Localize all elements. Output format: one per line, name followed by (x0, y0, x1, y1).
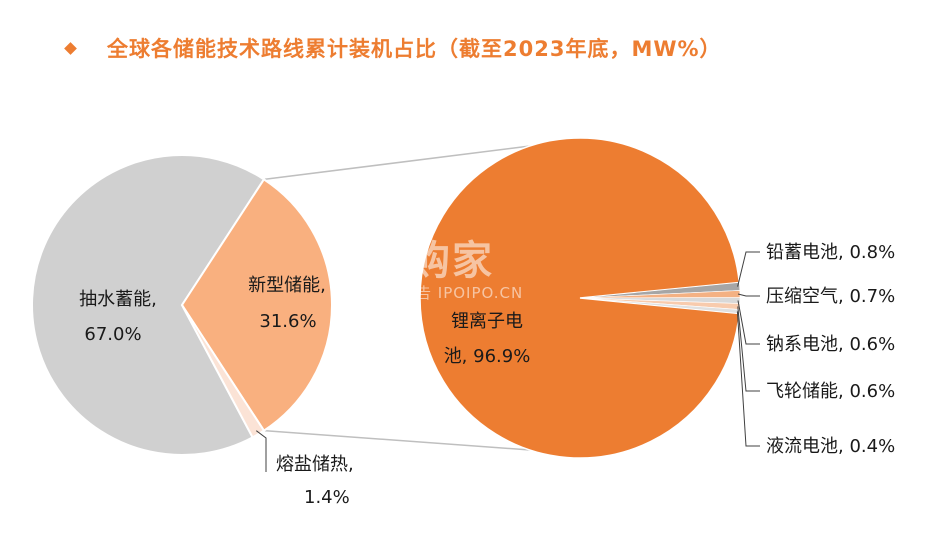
pie-connector-lines (263, 145, 531, 451)
label-small-slice-3: 钠系电池, 0.6% (766, 334, 895, 355)
leader-line-4 (737, 306, 760, 392)
left-pie-slice-1 (180, 177, 334, 433)
title-row: 全球各储能技术路线累计装机占比（截至2023年底，MW%） (60, 30, 722, 66)
leader-line-1 (737, 251, 760, 287)
label-molten-salt-value: 1.4% (304, 487, 350, 508)
storage-type-pie (31, 154, 334, 456)
leader-line-molten-salt (255, 430, 267, 472)
right-pie-slice-0 (419, 137, 741, 459)
connector-line-top (263, 145, 531, 181)
leader-line-2 (737, 293, 760, 297)
label-molten-salt-name: 熔盐储热, (276, 454, 354, 475)
label-pumped-value: 67.0% (84, 324, 141, 345)
leader-line-3 (737, 300, 760, 345)
label-lithium-value: 池, 96.9% (444, 346, 531, 367)
label-small-slice-1: 铅蓄电池, 0.8% (766, 242, 895, 263)
left-pie-slice-0 (31, 154, 266, 456)
label-lithium-name: 锂离子电 (451, 311, 523, 332)
connector-line-bottom (263, 429, 531, 451)
label-pumped-name: 抽水蓄能, (79, 289, 157, 310)
label-small-slice-5: 液流电池, 0.4% (766, 436, 895, 457)
label-new-storage-name: 新型储能, (248, 275, 326, 296)
leader-line-5 (736, 311, 760, 447)
left-pie-slice-2 (181, 304, 266, 439)
label-small-slice-4: 飞轮储能, 0.6% (766, 381, 895, 402)
label-new-storage-value: 31.6% (259, 311, 316, 332)
new-storage-breakdown-pie (419, 137, 741, 459)
chart-title: 全球各储能技术路线累计装机占比（截至2023年底，MW%） (107, 37, 722, 61)
label-small-slice-2: 压缩空气, 0.7% (766, 286, 895, 307)
